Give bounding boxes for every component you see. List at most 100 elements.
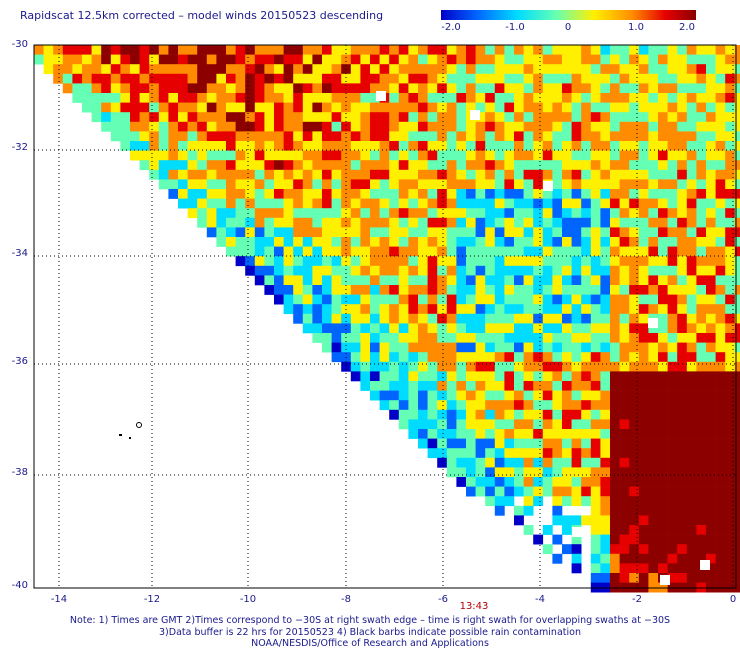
wind-cell (91, 102, 102, 113)
wind-cell (706, 429, 716, 439)
wind-cell (360, 169, 371, 180)
wind-cell (504, 237, 515, 247)
wind-cell (494, 265, 505, 276)
wind-cell (523, 93, 534, 103)
wind-cell (629, 429, 640, 439)
wind-cell (235, 54, 246, 65)
wind-cell (514, 477, 524, 487)
wind-cell (254, 237, 265, 247)
wind-cell (245, 141, 256, 151)
wind-cell (706, 544, 716, 555)
wind-cell (562, 429, 572, 439)
wind-cell (274, 198, 284, 209)
wind-cell (197, 131, 208, 142)
wind-cell (91, 93, 102, 103)
wind-cell (437, 179, 448, 190)
wind-cell (725, 573, 736, 583)
wind-cell (178, 64, 188, 75)
wind-cell (312, 217, 323, 228)
wind-cell (686, 227, 697, 238)
wind-cell (725, 505, 736, 516)
wind-cell (533, 390, 544, 401)
wind-cell (533, 169, 544, 180)
wind-cell (350, 198, 361, 209)
wind-cell (648, 189, 659, 199)
wind-cell (379, 83, 390, 94)
wind-cell (360, 275, 371, 286)
wind-cell (341, 275, 352, 286)
wind-cell (581, 361, 592, 372)
wind-cell (312, 83, 323, 94)
wind-cell (427, 112, 438, 123)
wind-cell (475, 121, 486, 132)
wind-cell (590, 189, 601, 199)
wind-cell (120, 121, 131, 132)
wind-cell (110, 131, 121, 142)
wind-cell (600, 275, 611, 286)
wind-cell (427, 275, 438, 286)
island-mark (129, 437, 131, 439)
wind-cell (408, 381, 419, 391)
wind-cell (360, 246, 371, 257)
wind-cell (120, 112, 131, 123)
wind-cell (523, 45, 534, 55)
wind-cell (696, 313, 707, 324)
wind-cell (610, 285, 620, 295)
wind-cell (331, 342, 342, 353)
wind-cell (638, 73, 649, 84)
wind-cell (638, 448, 649, 459)
wind-cell (706, 323, 716, 334)
wind-cell (658, 189, 668, 199)
wind-cell (706, 573, 716, 583)
wind-cell (610, 534, 620, 545)
wind-cell (485, 371, 496, 382)
wind-cell (600, 189, 611, 199)
wind-cell (542, 131, 553, 142)
map-frame (33, 44, 737, 589)
wind-cell (264, 208, 275, 219)
wind-cell (274, 246, 284, 257)
wind-cell (715, 515, 726, 526)
wind-cell (110, 64, 121, 75)
data-gap (470, 110, 480, 120)
wind-cell (715, 179, 726, 190)
wind-cell (120, 131, 131, 142)
wind-cell (600, 93, 611, 103)
wind-cell (350, 73, 361, 84)
wind-cell (581, 496, 592, 507)
wind-cell (658, 477, 668, 487)
wind-cell (677, 294, 688, 305)
wind-cell (475, 448, 486, 459)
wind-cell (600, 496, 611, 507)
wind-cell (686, 256, 697, 267)
wind-cell (610, 496, 620, 507)
wind-cell (629, 534, 640, 545)
wind-cell (197, 217, 208, 228)
wind-cell (216, 54, 227, 65)
wind-cell (360, 371, 371, 382)
wind-cell (715, 496, 726, 507)
wind-cell (158, 54, 169, 65)
wind-cell (638, 141, 649, 151)
wind-cell (677, 237, 688, 247)
wind-cell (715, 467, 726, 478)
wind-cell (552, 54, 563, 65)
wind-cell (504, 246, 515, 257)
wind-cell (581, 323, 592, 334)
wind-cell (130, 64, 140, 75)
wind-cell (686, 179, 697, 190)
wind-cell (552, 534, 563, 545)
wind-cell (638, 275, 649, 286)
wind-cell (475, 265, 486, 276)
wind-cell (427, 390, 438, 401)
wind-cell (254, 160, 265, 171)
wind-cell (533, 486, 544, 497)
wind-cell (686, 448, 697, 459)
wind-cell (494, 448, 505, 459)
wind-cell (677, 73, 688, 84)
wind-cell (168, 102, 179, 113)
wind-cell (706, 438, 716, 449)
wind-cell (725, 275, 736, 286)
wind-cell (427, 313, 438, 324)
wind-cell (619, 486, 630, 497)
